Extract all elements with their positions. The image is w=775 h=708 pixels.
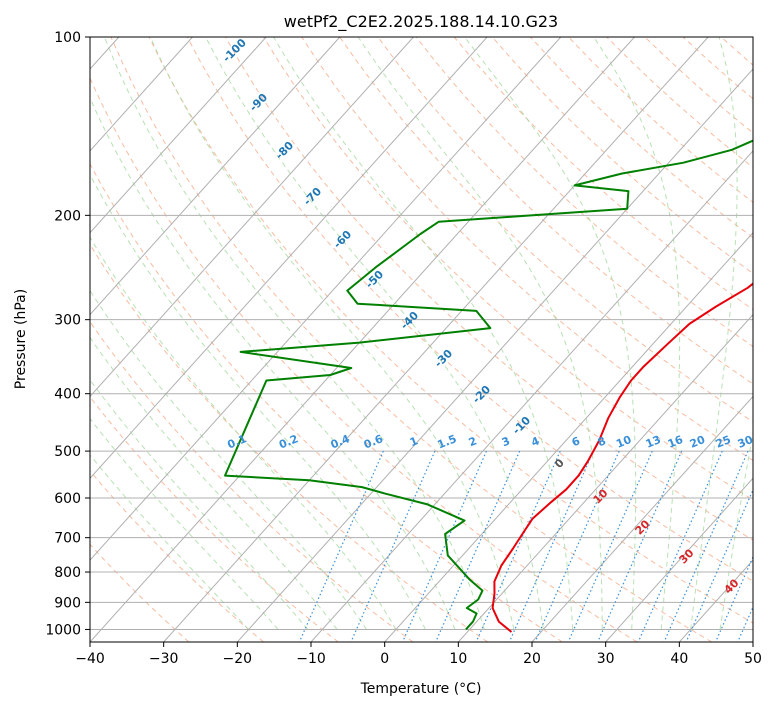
moist-adiabat: [690, 37, 738, 630]
moist-adiabat: [90, 96, 456, 630]
moist-adiabat: [103, 37, 485, 630]
mixing-ratio-line: [475, 450, 561, 642]
mixing-ratio-label: 16: [666, 433, 685, 451]
mixing-ratio-line: [534, 450, 620, 642]
moist-adiabat: [149, 37, 515, 630]
x-tick-label: 50: [744, 651, 762, 667]
isotherm-line: [90, 37, 635, 642]
isotherm-line: [90, 37, 341, 316]
y-tick-label: 300: [54, 313, 81, 329]
isotherm-line: [163, 37, 709, 642]
y-tick-label: 800: [54, 565, 81, 581]
isotherm-line: [310, 150, 753, 642]
y-tick-label: 600: [54, 491, 81, 507]
background-lines: [90, 37, 753, 642]
mixing-ratio-line: [350, 450, 436, 642]
y-tick-label: 900: [54, 595, 81, 611]
mixing-ratio-label: 3: [500, 434, 512, 449]
x-tick-label: 10: [449, 651, 467, 667]
isotherm-line: [90, 37, 488, 480]
isotherm-line: [605, 477, 753, 642]
y-tick-label: 100: [54, 30, 81, 46]
mixing-ratio-label: 30: [736, 433, 755, 451]
dry-adiabat: [301, 37, 753, 462]
mixing-ratio-line: [508, 450, 594, 642]
mixing-ratio-line: [663, 450, 749, 642]
dry-adiabat: [377, 37, 753, 385]
isotherm-line: [90, 37, 414, 398]
dewpoint-line: [224, 139, 753, 631]
moist-adiabat: [273, 37, 574, 630]
y-tick-label: 700: [54, 531, 81, 547]
mixing-ratio-line: [401, 450, 488, 642]
mixing-ratio-line: [435, 450, 521, 642]
mixing-ratio-label: 1: [408, 434, 420, 449]
x-axis-label: Temperature (°C): [360, 681, 482, 697]
dry-adiabat: [110, 37, 712, 642]
isotherm-line: [457, 313, 753, 642]
isotherm-line: [90, 37, 562, 561]
moist-adiabat: [357, 37, 603, 630]
mixing-ratio-line: [298, 450, 384, 642]
mixing-ratio-label: 2: [467, 434, 479, 449]
y-tick-label: 1000: [45, 622, 81, 638]
mixing-ratio-line: [567, 450, 653, 642]
isotherm-line: [90, 37, 267, 234]
mixing-ratio-label: 8: [596, 434, 608, 449]
plot-frame: [89, 36, 754, 643]
y-tick-label: 400: [54, 387, 81, 403]
mixing-ratio-line: [637, 450, 723, 642]
x-tick-label: −20: [223, 651, 253, 667]
dry-adiabat: [90, 162, 563, 642]
y-axis: 100 200 300 400 500 600 700 800 900 1000: [45, 30, 90, 638]
isotherm-line: [384, 231, 753, 642]
isotherm-line: [90, 37, 193, 152]
mixing-ratio-label: 13: [644, 433, 663, 451]
mixing-ratio-line: [597, 450, 683, 642]
moist-adiabat: [90, 417, 279, 630]
y-axis-label: Pressure (hPa): [13, 289, 29, 389]
dry-adiabat: [415, 37, 753, 348]
moist-adiabat: [90, 378, 308, 630]
moist-adiabat: [90, 236, 397, 630]
isotherm-line: [236, 68, 753, 642]
temperature-line: [491, 282, 753, 633]
mixing-ratio-label: 10: [614, 433, 633, 451]
moist-adiabat: [719, 430, 753, 630]
moist-adiabat: [90, 454, 249, 630]
mixing-ratio-label: 20: [688, 433, 707, 451]
y-tick-label: 200: [54, 208, 81, 224]
dry-adiabat: [90, 76, 638, 642]
x-tick-label: 20: [523, 651, 541, 667]
moist-adiabat: [464, 37, 637, 630]
x-tick-label: −10: [296, 651, 326, 667]
x-axis: −40 −30 −20 −10 0 10 20 30 40 50: [75, 642, 762, 667]
dry-adiabat: [90, 470, 264, 642]
moist-adiabat: [90, 173, 426, 630]
mixing-ratio-line: [685, 488, 753, 642]
x-tick-label: 30: [597, 651, 615, 667]
dry-adiabat: [148, 37, 753, 624]
isotherm-line: [531, 395, 753, 642]
dry-adiabat: [224, 37, 753, 541]
data-lines: [224, 139, 753, 633]
x-tick-label: −30: [149, 651, 179, 667]
dry-adiabat: [90, 396, 339, 642]
chart-title: wetPf2_C2E2.2025.188.14.10.G23: [284, 12, 558, 32]
dry-adiabat: [186, 37, 753, 582]
x-tick-label: −40: [75, 651, 105, 667]
dry-adiabat: [90, 243, 488, 642]
x-tick-label: 40: [670, 651, 688, 667]
dry-adiabat: [263, 37, 753, 501]
y-tick-label: 500: [54, 444, 81, 460]
mixing-ratio-label: 25: [714, 433, 733, 451]
moist-adiabat: [593, 37, 681, 630]
x-tick-label: 0: [380, 651, 389, 667]
